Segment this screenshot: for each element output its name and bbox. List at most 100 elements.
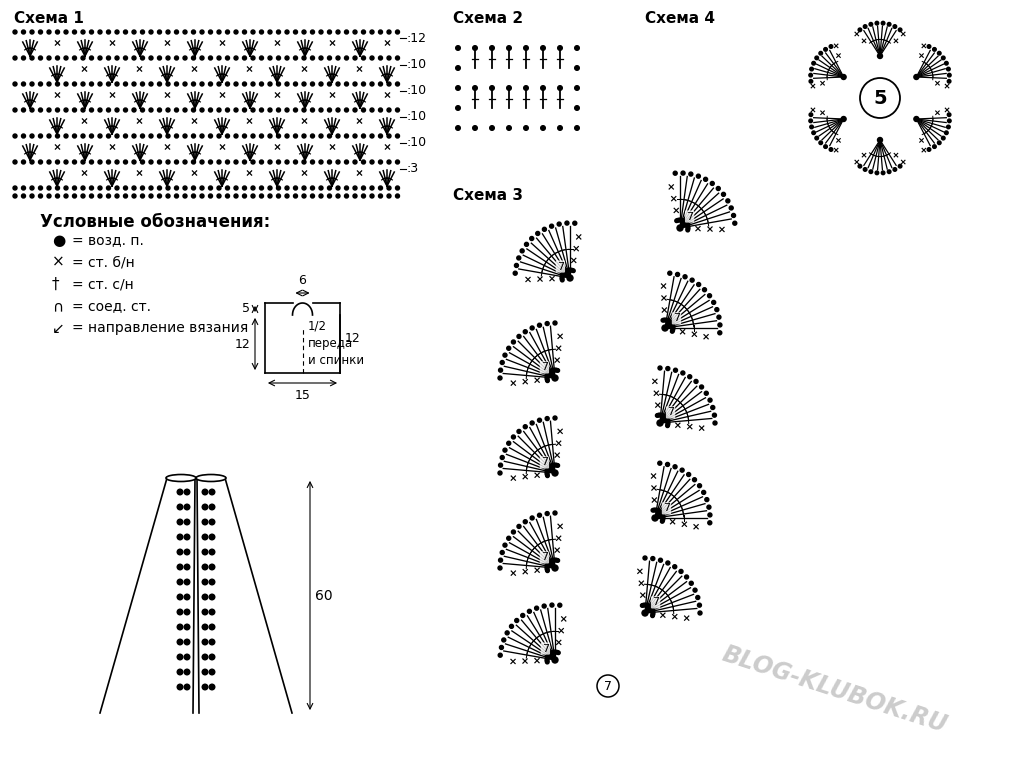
Circle shape <box>370 30 374 34</box>
Circle shape <box>132 108 136 112</box>
Circle shape <box>671 325 675 329</box>
Circle shape <box>200 30 204 34</box>
Circle shape <box>47 56 51 60</box>
Circle shape <box>501 360 504 365</box>
Circle shape <box>294 108 298 112</box>
Circle shape <box>947 119 951 123</box>
Circle shape <box>878 137 883 143</box>
Text: = направление вязания: = направление вязания <box>72 321 248 335</box>
Circle shape <box>657 462 662 465</box>
Circle shape <box>876 171 879 174</box>
Circle shape <box>30 134 34 138</box>
Circle shape <box>546 378 549 382</box>
Circle shape <box>47 30 51 34</box>
Circle shape <box>869 22 872 26</box>
Circle shape <box>177 519 183 525</box>
Circle shape <box>941 136 945 140</box>
Circle shape <box>678 218 682 222</box>
Circle shape <box>473 86 477 91</box>
Circle shape <box>115 194 119 198</box>
Text: Схема 2: Схема 2 <box>453 11 523 26</box>
Circle shape <box>174 186 178 190</box>
Circle shape <box>89 30 93 34</box>
Circle shape <box>889 88 893 91</box>
Circle shape <box>13 194 17 198</box>
Circle shape <box>858 28 862 31</box>
Circle shape <box>829 45 833 48</box>
Text: Условные обозначения:: Условные обозначения: <box>40 213 270 231</box>
Circle shape <box>524 243 528 247</box>
Circle shape <box>106 134 111 138</box>
Circle shape <box>702 288 707 292</box>
Circle shape <box>55 30 59 34</box>
Circle shape <box>395 194 399 198</box>
Circle shape <box>552 375 558 381</box>
Circle shape <box>387 134 391 138</box>
Circle shape <box>166 134 170 138</box>
Circle shape <box>676 219 680 222</box>
Circle shape <box>647 604 651 608</box>
Circle shape <box>809 119 812 123</box>
Circle shape <box>285 134 289 138</box>
Circle shape <box>668 271 672 275</box>
Circle shape <box>555 463 558 467</box>
Circle shape <box>319 160 323 164</box>
Circle shape <box>217 108 221 112</box>
Text: 12: 12 <box>234 337 250 350</box>
Circle shape <box>285 82 289 86</box>
Circle shape <box>927 45 931 48</box>
Circle shape <box>547 562 550 565</box>
Circle shape <box>542 604 546 608</box>
Circle shape <box>89 108 93 112</box>
Circle shape <box>328 108 332 112</box>
Circle shape <box>217 30 221 34</box>
Circle shape <box>379 134 383 138</box>
Text: Схема 1: Схема 1 <box>14 11 84 26</box>
Circle shape <box>209 654 215 660</box>
Circle shape <box>294 82 298 86</box>
Circle shape <box>387 160 391 164</box>
Circle shape <box>353 186 357 190</box>
Circle shape <box>202 519 208 525</box>
Circle shape <box>319 194 323 198</box>
Circle shape <box>545 416 549 421</box>
Circle shape <box>658 366 662 370</box>
Circle shape <box>150 134 153 138</box>
Circle shape <box>63 186 68 190</box>
Circle shape <box>662 518 665 521</box>
Circle shape <box>336 30 340 34</box>
Circle shape <box>662 325 668 331</box>
Circle shape <box>545 376 549 380</box>
Circle shape <box>550 559 554 562</box>
Circle shape <box>209 579 215 584</box>
Text: 5: 5 <box>873 88 887 108</box>
Circle shape <box>546 468 550 472</box>
Circle shape <box>184 564 189 570</box>
Circle shape <box>666 418 669 422</box>
Circle shape <box>319 108 323 112</box>
Circle shape <box>655 414 659 417</box>
Circle shape <box>673 564 677 569</box>
Circle shape <box>456 106 461 111</box>
Circle shape <box>55 82 59 86</box>
Circle shape <box>681 171 685 175</box>
Circle shape <box>183 56 187 60</box>
Circle shape <box>552 650 555 654</box>
Circle shape <box>498 566 502 570</box>
Circle shape <box>158 30 162 34</box>
Circle shape <box>47 82 51 86</box>
Circle shape <box>276 56 281 60</box>
Circle shape <box>89 134 93 138</box>
Circle shape <box>387 30 391 34</box>
Circle shape <box>810 68 813 71</box>
Circle shape <box>115 56 119 60</box>
Circle shape <box>708 398 712 402</box>
Circle shape <box>651 609 654 613</box>
Circle shape <box>106 56 111 60</box>
Circle shape <box>22 134 26 138</box>
Circle shape <box>545 659 549 663</box>
Circle shape <box>191 108 196 112</box>
Circle shape <box>716 187 720 190</box>
Circle shape <box>370 134 374 138</box>
Circle shape <box>132 134 136 138</box>
